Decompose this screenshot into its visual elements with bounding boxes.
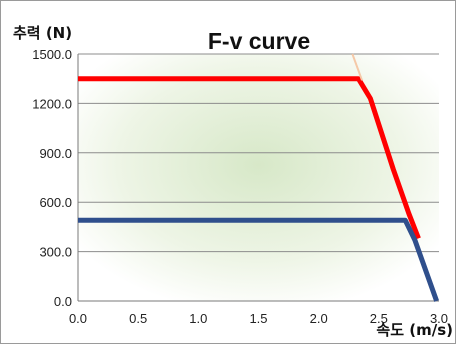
- y-tick-label: 600.0: [39, 195, 72, 210]
- x-tick-label: 2.0: [310, 311, 328, 326]
- y-tick-label: 1500.0: [32, 47, 72, 62]
- x-tick-label: 0.5: [129, 311, 147, 326]
- series-line-2: [78, 217, 439, 302]
- x-axis-title: 속도 (m/s): [376, 321, 453, 339]
- x-tick-label: 1.0: [189, 311, 207, 326]
- plot-area-background: [78, 54, 439, 301]
- y-tick-label: 900.0: [39, 146, 72, 161]
- series-lines: [78, 53, 439, 302]
- y-axis-title: 추력 (N): [13, 24, 72, 42]
- chart-title: F-v curve: [208, 28, 310, 54]
- tick-labels: 0.0 300.0 600.0 900.0 1200.0 1500.0 0.0 0.5 1.0 1…: [32, 47, 448, 326]
- series-line-3: [351, 53, 363, 81]
- y-tick-label: 300.0: [39, 245, 72, 260]
- axes: [77, 54, 439, 302]
- y-tick-label: 0.0: [54, 294, 72, 309]
- series-line-1: [78, 76, 421, 240]
- y-tick-label: 1200.0: [32, 96, 72, 111]
- x-tick-label: 0.0: [69, 311, 87, 326]
- x-tick-label: 1.5: [249, 311, 267, 326]
- x-tick-label: 2.5: [370, 311, 388, 326]
- x-tick-label: 3.0: [430, 311, 448, 326]
